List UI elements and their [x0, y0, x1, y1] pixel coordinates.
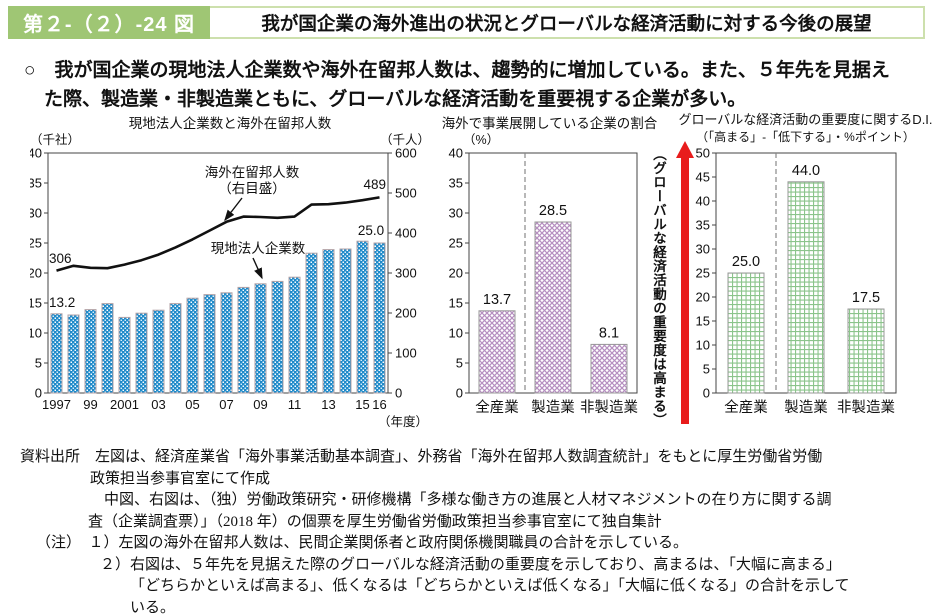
svg-text:100: 100: [395, 346, 417, 361]
svg-text:現地法人企業数: 現地法人企業数: [211, 240, 306, 256]
svg-text:8.1: 8.1: [599, 325, 619, 341]
svg-text:09: 09: [253, 397, 267, 412]
svg-text:15: 15: [449, 296, 463, 311]
svg-text:35: 35: [30, 176, 42, 191]
svg-text:600: 600: [395, 146, 417, 161]
svg-text:（年度）: （年度）: [378, 414, 428, 429]
svg-text:0: 0: [395, 386, 402, 401]
right-chart-subtitle: （「高まる」-「低下する」・%ポイント）: [696, 130, 915, 144]
svg-text:17.5: 17.5: [852, 290, 880, 306]
svg-text:5: 5: [703, 362, 710, 377]
svg-text:15: 15: [355, 397, 369, 412]
svg-text:25.0: 25.0: [732, 254, 760, 270]
svg-text:非製造業: 非製造業: [837, 399, 895, 416]
svg-text:16: 16: [372, 397, 386, 412]
svg-text:10: 10: [30, 326, 42, 341]
svg-text:全産業: 全産業: [475, 398, 519, 416]
source-note-line: 資料出所 左図は、経済産業省「海外事業活動基本調査」、外務省「海外在留邦人数調査…: [20, 449, 823, 465]
svg-text:15: 15: [30, 296, 42, 311]
arrow-shaft: [681, 158, 689, 424]
svg-text:45: 45: [696, 170, 710, 185]
svg-text:20: 20: [30, 266, 42, 281]
middle-chart-title: 海外で事業展開している企業の割合: [441, 116, 658, 131]
source-note-line: 査（企業調査票）」（2018 年）の個票を厚生労働省労働政策担当参事官室にて独自…: [88, 513, 662, 530]
svg-text:40: 40: [449, 146, 463, 161]
svg-text:（千社）: （千社）: [30, 133, 80, 147]
svg-text:25: 25: [449, 236, 463, 251]
svg-text:0: 0: [35, 386, 42, 401]
note-line: いる。: [130, 599, 176, 615]
svg-text:30: 30: [449, 206, 463, 221]
figure-title: 我が国企業の海外進出の状況とグローバルな経済活動に対する今後の展望: [210, 6, 925, 39]
svg-text:50: 50: [696, 146, 710, 161]
svg-text:40: 40: [696, 194, 710, 209]
svg-text:10: 10: [449, 326, 463, 341]
svg-text:0: 0: [456, 386, 463, 401]
svg-text:13.2: 13.2: [49, 295, 75, 310]
lead-text-line2: た際、製造業・非製造業ともに、グローバルな経済活動を重要視する企業が多い。: [44, 89, 747, 110]
svg-text:10: 10: [696, 338, 710, 353]
svg-text:30: 30: [30, 206, 42, 221]
svg-text:製造業: 製造業: [531, 399, 575, 416]
svg-text:30: 30: [696, 242, 710, 257]
svg-text:25: 25: [30, 236, 42, 251]
svg-text:（千人）: （千人）: [380, 133, 430, 147]
source-note-line: 中図、右図は、（独）労働政策研究・研修機構「多様な働き方の進展と人材マネジメント…: [104, 492, 832, 508]
source-note-line: 政策担当参事官室にて作成: [90, 470, 271, 487]
svg-text:（%）: （%）: [463, 133, 499, 147]
svg-text:99: 99: [83, 397, 97, 412]
svg-text:35: 35: [449, 176, 463, 191]
svg-text:44.0: 44.0: [792, 163, 820, 179]
svg-text:25.0: 25.0: [358, 223, 384, 238]
svg-text:40: 40: [30, 146, 42, 161]
svg-text:20: 20: [449, 266, 463, 281]
figure-header: 第２-（２）-24 図 我が国企業の海外進出の状況とグローバルな経済活動に対する…: [8, 6, 925, 39]
svg-text:07: 07: [219, 397, 233, 412]
svg-text:489: 489: [363, 177, 386, 192]
svg-text:5: 5: [456, 356, 463, 371]
svg-text:5: 5: [35, 356, 42, 371]
svg-text:1997: 1997: [42, 397, 71, 412]
svg-text:0: 0: [703, 386, 710, 401]
right-chart-title: グローバルな経済活動の重要度に関するD.I.: [678, 112, 933, 127]
svg-text:2001: 2001: [110, 397, 139, 412]
svg-text:製造業: 製造業: [784, 399, 828, 416]
svg-text:13.7: 13.7: [483, 292, 511, 308]
left-chart-title: 現地法人企業数と海外在留邦人数: [128, 116, 332, 131]
figure-number-badge: 第２-（２）-24 図: [8, 6, 210, 39]
svg-text:15: 15: [696, 314, 710, 329]
note-line: ２）右図は、５年先を見据えた際のグローバルな経済活動の重要度を示しており、高まる…: [100, 556, 841, 573]
lead-text-line1: ○ 我が国企業の現地法人企業数や海外在留邦人数は、趨勢的に増加している。また、５…: [24, 60, 890, 81]
svg-text:25: 25: [696, 266, 710, 281]
svg-text:500: 500: [395, 186, 417, 201]
svg-text:13: 13: [321, 397, 335, 412]
svg-text:20: 20: [696, 290, 710, 305]
svg-text:200: 200: [395, 306, 417, 321]
svg-text:400: 400: [395, 226, 417, 241]
svg-text:11: 11: [288, 397, 302, 412]
svg-text:（右目盛）: （右目盛）: [218, 181, 286, 196]
svg-text:全産業: 全産業: [724, 398, 768, 416]
svg-text:03: 03: [151, 397, 165, 412]
local-corporations-and-residents-chart: 05101520253035400100200300400500600（千社）（…: [30, 133, 430, 429]
note-line: 「どちらかといえば高まる」、低くなるは「どちらかといえば低くなる」「大幅に低くな…: [130, 578, 850, 594]
global-importance-vertical-caption: （グローバルな経済活動の重要度は高まる）: [651, 147, 666, 427]
svg-text:非製造業: 非製造業: [580, 399, 638, 416]
arrow-head: [676, 141, 694, 158]
svg-text:306: 306: [49, 251, 72, 266]
svg-text:28.5: 28.5: [539, 203, 567, 219]
svg-text:35: 35: [696, 218, 710, 233]
svg-text:05: 05: [185, 397, 199, 412]
upward-red-arrow-icon: [676, 141, 694, 425]
global-activity-di-chart: 0 5 10 15 20 25 30 35 40 45 50 25.0 全産業 44.0 製造業 17.5 非製…: [696, 146, 897, 416]
svg-text:海外在留邦人数: 海外在留邦人数: [205, 165, 300, 180]
overseas-business-share-chart: 0 5 10 15 20 25 30 35 40（%） 13.7 全産業 28.5 製造業 8.1 非製造業: [449, 133, 638, 416]
svg-text:300: 300: [395, 266, 417, 281]
note-line: （注） １）左図の海外在留邦人数は、民間企業関係者と政府関係機関職員の合計を示し…: [36, 535, 689, 551]
